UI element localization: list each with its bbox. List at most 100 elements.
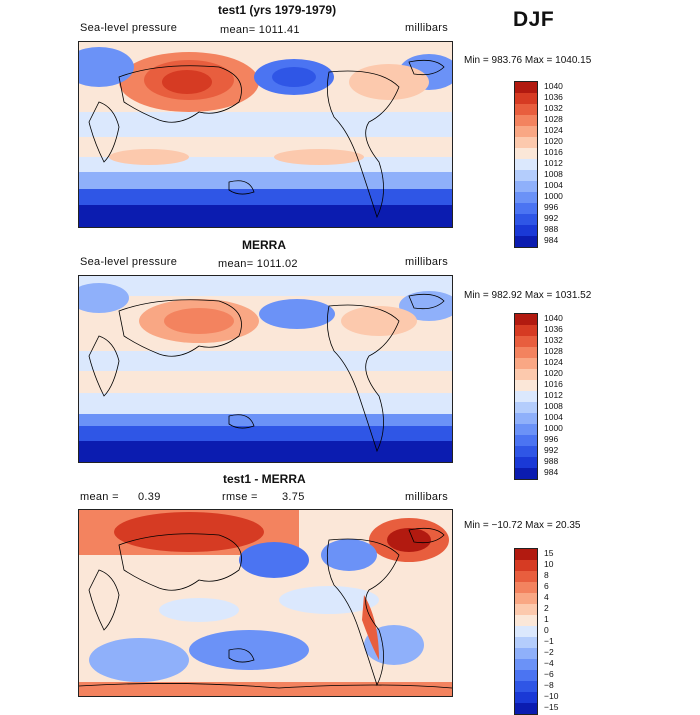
colorbar-swatch xyxy=(515,148,537,159)
colorbar-swatch xyxy=(515,181,537,192)
colorbar-swatch xyxy=(515,347,537,358)
colorbar-label: 1 xyxy=(544,614,549,624)
panel2-minmax: Min = 982.92 Max = 1031.52 xyxy=(464,290,592,301)
colorbar-swatch xyxy=(515,325,537,336)
colorbar-swatch xyxy=(515,703,537,714)
panel1-title: test1 (yrs 1979-1979) xyxy=(218,3,337,17)
colorbar-swatch xyxy=(515,468,537,479)
colorbar-label: 988 xyxy=(544,224,559,234)
colorbar-label: 1004 xyxy=(544,180,563,190)
colorbar-swatch xyxy=(515,126,537,137)
panel3-rmse-label: rmse = xyxy=(222,491,258,503)
panel1-colorbar xyxy=(514,81,538,248)
panel2-colorbar-labels: 1040 1036 1032 1028 1024 1020 1016 1012 1008 1004… xyxy=(544,313,563,478)
panel3-map xyxy=(78,509,453,697)
panel1-mean: mean= 1011.41 xyxy=(220,24,300,36)
colorbar-swatch xyxy=(515,670,537,681)
colorbar-swatch xyxy=(515,214,537,225)
panel2-variable: Sea-level pressure xyxy=(80,256,178,268)
panel1-map xyxy=(78,41,453,228)
colorbar-label: −10 xyxy=(544,691,559,701)
colorbar-swatch xyxy=(515,549,537,560)
colorbar-label: 0 xyxy=(544,625,549,635)
colorbar-label: −6 xyxy=(544,669,554,679)
colorbar-swatch xyxy=(515,380,537,391)
panel1-colorbar-labels: 1040 1036 1032 1028 1024 1020 1016 1012 1008 1004… xyxy=(544,81,563,246)
colorbar-swatch xyxy=(515,571,537,582)
panel1-minmax: Min = 983.76 Max = 1040.15 xyxy=(464,55,592,66)
colorbar-label: 996 xyxy=(544,434,559,444)
colorbar-swatch xyxy=(515,402,537,413)
colorbar-swatch xyxy=(515,626,537,637)
panel3-rmse-value: 3.75 xyxy=(282,491,305,503)
panel3-mean-value: 0.39 xyxy=(138,491,161,503)
colorbar-swatch xyxy=(515,413,537,424)
colorbar-swatch xyxy=(515,159,537,170)
colorbar-label: −1 xyxy=(544,636,554,646)
colorbar-label: −2 xyxy=(544,647,554,657)
colorbar-label: 10 xyxy=(544,559,554,569)
colorbar-label: 1004 xyxy=(544,412,563,422)
panel3-minmax: Min = −10.72 Max = 20.35 xyxy=(464,520,581,531)
panel3-mean-label: mean = xyxy=(80,491,119,503)
panel2-map xyxy=(78,275,453,463)
colorbar-label: 984 xyxy=(544,235,559,245)
colorbar-label: 6 xyxy=(544,581,549,591)
colorbar-swatch xyxy=(515,115,537,126)
colorbar-swatch xyxy=(515,225,537,236)
colorbar-label: −15 xyxy=(544,702,559,712)
colorbar-label: 1024 xyxy=(544,357,563,367)
colorbar-swatch xyxy=(515,560,537,571)
colorbar-label: 1040 xyxy=(544,81,563,91)
colorbar-label: 1020 xyxy=(544,136,563,146)
colorbar-label: 1012 xyxy=(544,390,563,400)
colorbar-label: 1028 xyxy=(544,346,563,356)
colorbar-label: 992 xyxy=(544,445,559,455)
colorbar-label: 1012 xyxy=(544,158,563,168)
colorbar-label: 1000 xyxy=(544,191,563,201)
colorbar-swatch xyxy=(515,457,537,468)
panel3-units: millibars xyxy=(405,491,449,503)
colorbar-swatch xyxy=(515,648,537,659)
panel2-units: millibars xyxy=(405,256,449,268)
colorbar-label: 2 xyxy=(544,603,549,613)
panel3-title: test1 - MERRA xyxy=(223,472,306,486)
colorbar-swatch xyxy=(515,446,537,457)
colorbar-swatch xyxy=(515,336,537,347)
panel3-colorbar-labels: 15 10 8 6 4 2 1 0 −1 −2 −4 −6 −8 −10 −15 xyxy=(544,548,558,713)
colorbar-swatch xyxy=(515,137,537,148)
colorbar-label: 4 xyxy=(544,592,549,602)
panel2-title: MERRA xyxy=(242,238,286,252)
season-label: DJF xyxy=(513,8,555,31)
colorbar-label: 1020 xyxy=(544,368,563,378)
colorbar-swatch xyxy=(515,692,537,703)
colorbar-swatch xyxy=(515,170,537,181)
colorbar-label: 988 xyxy=(544,456,559,466)
colorbar-label: 1036 xyxy=(544,324,563,334)
colorbar-swatch xyxy=(515,203,537,214)
colorbar-label: 1008 xyxy=(544,169,563,179)
colorbar-label: 1036 xyxy=(544,92,563,102)
colorbar-label: 984 xyxy=(544,467,559,477)
colorbar-label: 1008 xyxy=(544,401,563,411)
colorbar-swatch xyxy=(515,192,537,203)
colorbar-swatch xyxy=(515,604,537,615)
colorbar-label: 996 xyxy=(544,202,559,212)
colorbar-swatch xyxy=(515,582,537,593)
colorbar-swatch xyxy=(515,593,537,604)
colorbar-label: 1032 xyxy=(544,103,563,113)
colorbar-swatch xyxy=(515,93,537,104)
colorbar-label: 1016 xyxy=(544,379,563,389)
colorbar-swatch xyxy=(515,314,537,325)
colorbar-label: −8 xyxy=(544,680,554,690)
colorbar-label: 8 xyxy=(544,570,549,580)
panel2-colorbar xyxy=(514,313,538,480)
colorbar-swatch xyxy=(515,82,537,93)
colorbar-swatch xyxy=(515,435,537,446)
colorbar-label: 1040 xyxy=(544,313,563,323)
colorbar-swatch xyxy=(515,637,537,648)
colorbar-label: −4 xyxy=(544,658,554,668)
colorbar-swatch xyxy=(515,659,537,670)
colorbar-label: 1028 xyxy=(544,114,563,124)
colorbar-label: 1016 xyxy=(544,147,563,157)
